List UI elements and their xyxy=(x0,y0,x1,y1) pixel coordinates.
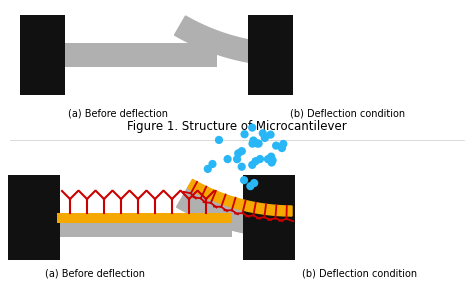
Point xyxy=(235,151,242,156)
Point xyxy=(254,141,261,146)
Point xyxy=(209,162,216,166)
Point xyxy=(267,154,275,159)
Point xyxy=(248,125,256,130)
Point xyxy=(241,132,248,137)
Point xyxy=(250,138,257,143)
Point xyxy=(259,131,266,136)
Point xyxy=(280,141,287,146)
Point xyxy=(256,157,264,161)
Point xyxy=(255,141,263,146)
Polygon shape xyxy=(176,188,292,238)
Polygon shape xyxy=(174,16,290,66)
Point xyxy=(252,159,259,163)
Point xyxy=(278,146,286,150)
Bar xyxy=(62,43,217,67)
Point xyxy=(268,160,275,165)
Text: (a) Before deflection: (a) Before deflection xyxy=(68,108,168,118)
Text: (b) Deflection condition: (b) Deflection condition xyxy=(302,268,418,278)
Point xyxy=(250,181,258,185)
Point xyxy=(238,149,246,154)
Point xyxy=(204,166,211,171)
Point xyxy=(269,158,276,163)
Point xyxy=(264,157,272,162)
Point xyxy=(246,184,254,188)
Bar xyxy=(57,213,232,237)
Bar xyxy=(243,175,295,260)
Text: Figure 1. Structure of Microcantilever: Figure 1. Structure of Microcantilever xyxy=(127,120,347,133)
Point xyxy=(267,132,274,137)
Point xyxy=(240,178,248,183)
Bar xyxy=(8,175,60,260)
Bar xyxy=(57,213,232,223)
Point xyxy=(238,164,246,169)
Point xyxy=(249,141,256,146)
Point xyxy=(248,163,256,167)
Text: (a) Before deflection: (a) Before deflection xyxy=(45,268,145,278)
Point xyxy=(261,135,269,140)
Point xyxy=(224,157,231,162)
Point xyxy=(215,138,223,142)
Point xyxy=(273,143,280,148)
Bar xyxy=(248,15,293,95)
Bar xyxy=(20,15,65,95)
Point xyxy=(233,157,241,162)
Polygon shape xyxy=(188,179,292,216)
Text: (b) Deflection condition: (b) Deflection condition xyxy=(291,108,406,118)
